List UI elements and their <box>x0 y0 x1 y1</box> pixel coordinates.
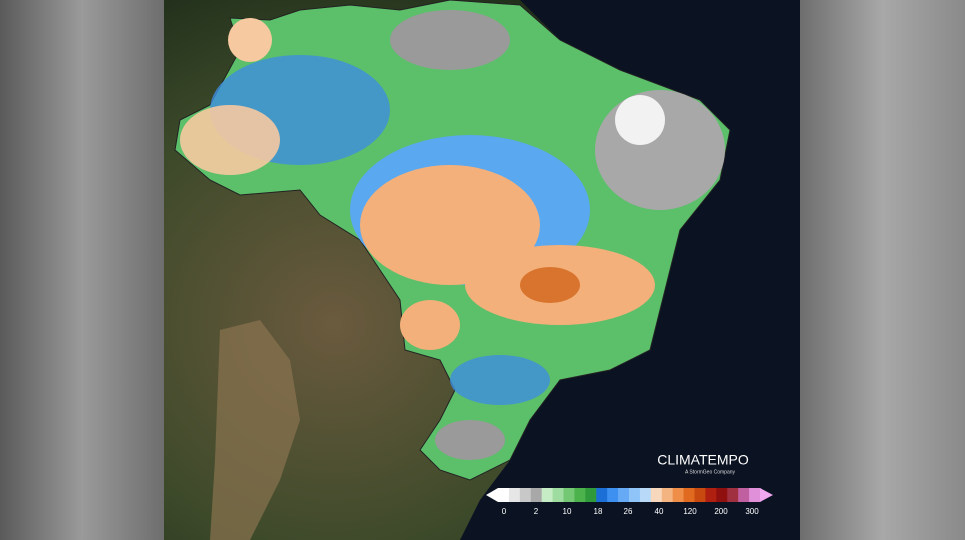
legend-swatch <box>607 488 619 502</box>
brand-tagline: A StormGeo Company <box>685 469 736 475</box>
legend-label: 2 <box>534 507 539 516</box>
legend-arrow <box>486 488 498 502</box>
legend-swatch <box>519 488 532 502</box>
legend-label: 18 <box>594 507 603 516</box>
legend-label: 200 <box>714 507 728 516</box>
legend-label: 40 <box>655 507 664 516</box>
legend-swatch <box>727 488 739 502</box>
legend-swatch <box>694 488 706 502</box>
legend-swatch <box>596 488 608 502</box>
legend-label: 0 <box>502 507 507 516</box>
brand-name: CLIMATEMPO <box>657 452 749 468</box>
background-left <box>0 0 164 540</box>
legend-swatch <box>618 488 630 502</box>
legend-swatch <box>541 488 554 502</box>
legend-swatch <box>716 488 728 502</box>
legend-swatch <box>683 488 695 502</box>
legend-swatch <box>629 488 641 502</box>
legend-label: 10 <box>563 507 572 516</box>
legend-swatch <box>552 488 564 502</box>
legend-swatch <box>585 488 597 502</box>
legend-swatch <box>563 488 575 502</box>
andes <box>210 320 300 540</box>
legend-swatch <box>749 488 761 502</box>
background-right <box>800 0 965 540</box>
rain-area <box>180 105 280 175</box>
rain-area <box>390 10 510 70</box>
legend-label: 300 <box>745 507 759 516</box>
legend-swatch <box>672 488 685 502</box>
rain-area <box>520 267 580 303</box>
legend-swatch <box>574 488 586 502</box>
legend-swatch <box>705 488 717 502</box>
legend: 0 2 10 18 26 40 120 200 300 <box>486 488 773 516</box>
legend-label: 120 <box>683 507 697 516</box>
legend-label: 26 <box>624 507 633 516</box>
legend-arrow <box>760 488 773 502</box>
rain-area <box>400 300 460 350</box>
legend-swatch <box>508 488 521 502</box>
rain-area <box>615 95 665 145</box>
legend-swatch <box>639 488 652 502</box>
legend-swatch <box>650 488 663 502</box>
rain-area <box>228 18 272 62</box>
rain-area <box>450 355 550 405</box>
legend-swatch <box>498 488 510 502</box>
legend-swatch <box>661 488 674 502</box>
legend-swatch <box>738 488 750 502</box>
legend-swatch <box>530 488 543 502</box>
rain-area <box>435 420 505 460</box>
rain-area <box>360 165 540 285</box>
